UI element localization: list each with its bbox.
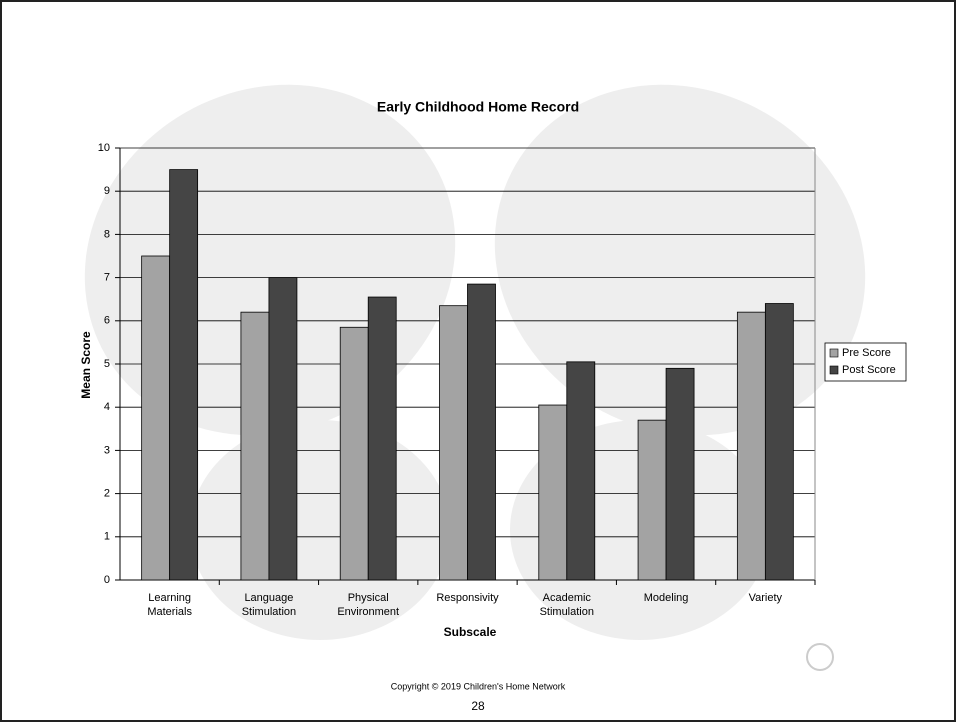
y-tick-label: 3 <box>104 444 110 456</box>
bar <box>637 419 667 581</box>
x-tick-label: Modeling <box>643 592 689 604</box>
y-tick-label: 10 <box>98 142 110 154</box>
y-tick-label: 9 <box>104 185 110 197</box>
registered-mark <box>806 643 834 671</box>
bar <box>169 169 199 581</box>
y-tick-label: 8 <box>104 228 110 240</box>
x-tick-label: Variety <box>748 592 783 604</box>
bar <box>467 283 496 581</box>
bar <box>439 305 468 581</box>
legend-label: Pre Score <box>842 347 891 359</box>
legend-label: Post Score <box>842 364 896 376</box>
bar <box>141 255 171 581</box>
bar <box>240 311 270 581</box>
bar <box>367 296 397 581</box>
bar <box>764 303 794 581</box>
x-tick-label: Learning Materials <box>147 592 192 618</box>
x-tick-label: Physical Environment <box>337 592 400 618</box>
x-axis-title: Subscale <box>444 625 497 639</box>
chart-title: Early Childhood Home Record <box>377 99 579 115</box>
y-tick-label: 0 <box>104 574 110 586</box>
x-tick-label: Language Stimulation <box>241 592 297 618</box>
bar <box>538 404 568 581</box>
y-axis-title: Mean Score <box>79 331 93 399</box>
y-tick-label: 5 <box>104 358 110 370</box>
y-tick-label: 4 <box>104 401 110 413</box>
legend-swatch <box>829 348 839 358</box>
y-tick-label: 2 <box>104 488 110 500</box>
y-tick-label: 6 <box>104 315 110 327</box>
bar <box>566 361 596 581</box>
bar <box>339 326 369 581</box>
legend-box <box>824 342 907 382</box>
x-tick-label: Responsivity <box>436 592 499 604</box>
y-tick-label: 7 <box>104 272 110 284</box>
page-number: 28 <box>471 699 485 713</box>
legend-swatch <box>829 365 839 375</box>
bar <box>665 367 695 581</box>
copyright: Copyright © 2019 Children's Home Network <box>391 681 566 691</box>
bar <box>736 311 766 581</box>
y-tick-label: 1 <box>104 531 110 543</box>
bar <box>268 277 298 581</box>
x-tick-label: Academic Stimulation <box>539 592 594 618</box>
